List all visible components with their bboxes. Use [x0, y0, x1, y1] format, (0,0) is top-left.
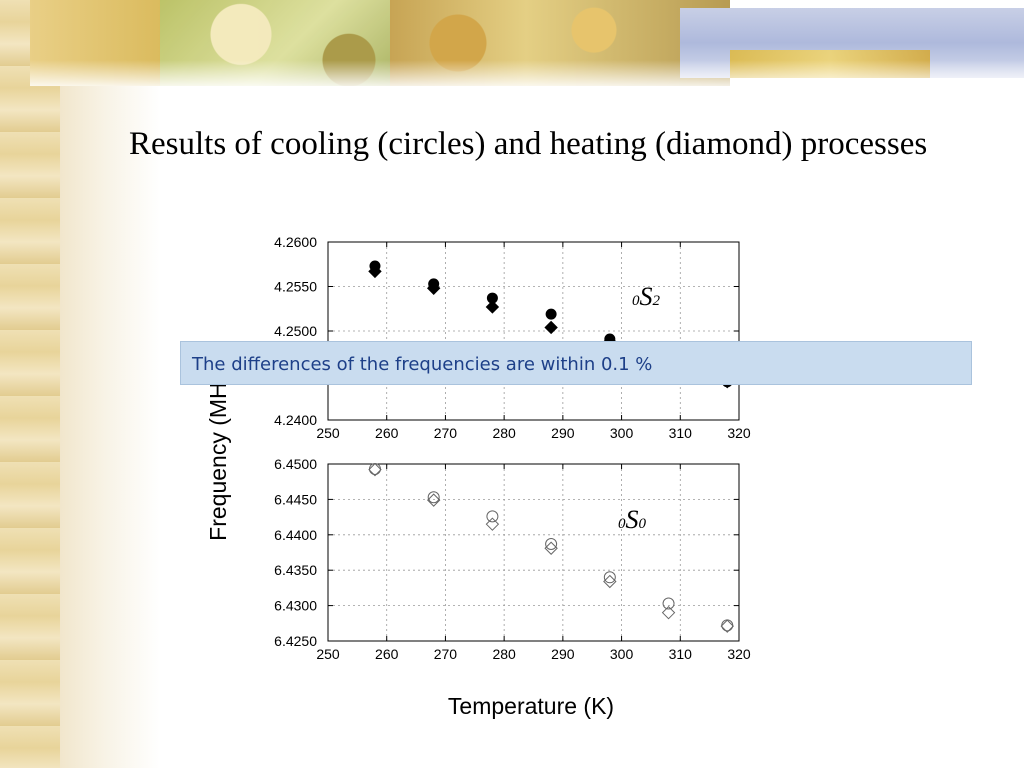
x-tick-label: 300 — [610, 646, 634, 662]
x-tick-label: 290 — [551, 425, 575, 441]
x-tick-label: 290 — [551, 646, 575, 662]
heating-point — [486, 301, 498, 313]
y-tick-label: 6.4400 — [274, 527, 317, 543]
cooling-point — [487, 511, 498, 522]
x-axis-label: Temperature (K) — [448, 693, 614, 719]
y-tick-label: 4.2500 — [274, 323, 317, 339]
y-tick-label: 4.2550 — [274, 279, 317, 295]
plot-frame — [328, 464, 739, 641]
x-tick-label: 270 — [434, 425, 458, 441]
x-tick-label: 310 — [669, 646, 693, 662]
note-text: The differences of the frequencies are w… — [192, 354, 652, 375]
x-tick-label: 250 — [316, 646, 340, 662]
y-axis-label: Frequency (MHz) — [205, 363, 231, 541]
note-banner: The differences of the frequencies are w… — [180, 341, 972, 385]
x-tick-label: 270 — [434, 646, 458, 662]
y-tick-label: 6.4300 — [274, 598, 317, 614]
x-tick-label: 250 — [316, 425, 340, 441]
y-tick-label: 6.4450 — [274, 491, 317, 507]
cooling-point — [546, 539, 557, 550]
cooling-point — [369, 463, 380, 474]
x-tick-label: 300 — [610, 425, 634, 441]
cooling-point — [722, 620, 733, 631]
heating-point — [545, 321, 557, 333]
x-tick-label: 260 — [375, 425, 399, 441]
chart-panel-s0: 250 260 270 280 290 300 310 320 6.4250 6.4300 6.43… — [274, 456, 751, 662]
x-tick-label: 260 — [375, 646, 399, 662]
x-tick-label: 320 — [727, 425, 751, 441]
x-tick-label: 320 — [727, 646, 751, 662]
mode-label: 0S0 — [618, 505, 647, 534]
y-tick-label: 6.4500 — [274, 456, 317, 472]
cooling-point — [604, 572, 615, 583]
y-tick-label: 6.4350 — [274, 562, 317, 578]
x-tick-label: 310 — [669, 425, 693, 441]
y-tick-label: 6.4250 — [274, 633, 317, 649]
x-tick-label: 280 — [492, 646, 516, 662]
mode-label: 0S2 — [632, 282, 661, 311]
y-tick-label: 4.2600 — [274, 234, 317, 250]
y-tick-label: 4.2400 — [274, 412, 317, 428]
x-tick-label: 280 — [492, 425, 516, 441]
chart-panel-s2: 2502602702802903003103204.24004.24504.25… — [274, 234, 751, 441]
cooling-point — [546, 309, 556, 319]
